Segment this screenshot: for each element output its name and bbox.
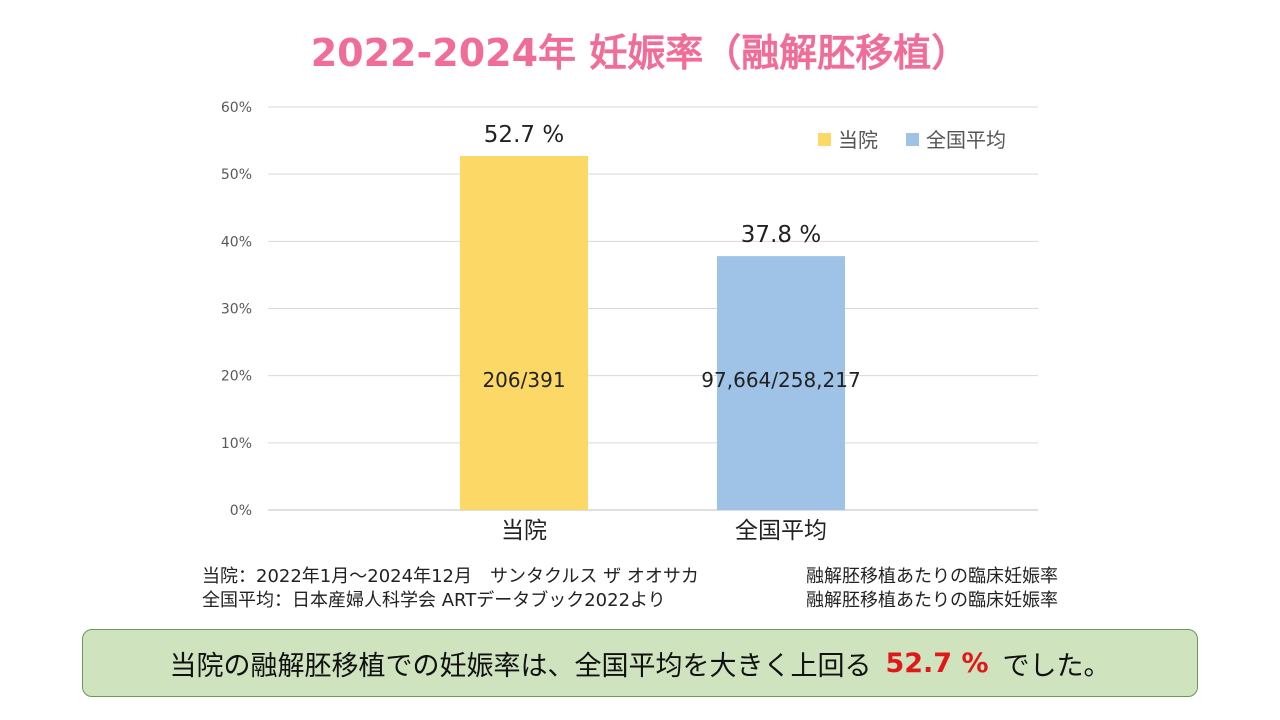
x-tick-label: 全国平均 [735, 518, 827, 544]
y-tick-label: 30% [221, 302, 252, 318]
summary-highlight-value: 52.7 % [885, 647, 989, 679]
summary-text-end: でした。 [1002, 650, 1111, 682]
data-label: 52.7 % [484, 122, 564, 148]
y-tick-label: 20% [221, 369, 252, 385]
summary-box: 当院の融解胚移植での妊娠率は、全国平均を大きく上回る 52.7 % でした。 [82, 629, 1198, 697]
footnote-hospital-metric: 融解胚移植あたりの臨床妊娠率 [806, 566, 1058, 587]
bar-hospital [460, 156, 588, 510]
y-tick-label: 60% [221, 100, 252, 116]
chart-title: 2022-2024年 妊娠率（融解胚移植） [310, 31, 970, 75]
x-tick-label: 当院 [501, 518, 547, 544]
bar-inner-label: 206/391 [482, 368, 565, 392]
legend-swatch [818, 133, 831, 146]
data-label: 37.8 % [741, 222, 821, 248]
y-tick-label: 10% [221, 436, 252, 452]
footnote-national-metric: 融解胚移植あたりの臨床妊娠率 [806, 590, 1058, 611]
y-tick-label: 0% [230, 503, 252, 519]
footnote-hospital: 当院：2022年1月～2024年12月 サンタクルス ザ オオサカ [202, 566, 699, 587]
y-tick-label: 50% [221, 167, 252, 183]
bar-inner-label: 97,664/258,217 [701, 368, 860, 392]
bar-chart: 0% 10% 20% 30% 40% 50% 60% 52.7 % 206/391 当院 37.8 … [221, 100, 1038, 544]
bar-national [717, 256, 845, 510]
summary-text: 当院の融解胚移植での妊娠率は、全国平均を大きく上回る [169, 650, 872, 682]
legend-swatch [906, 133, 919, 146]
footnote-national: 全国平均：日本産婦人科学会 ARTデータブック2022より [202, 590, 666, 611]
legend-label: 当院 [838, 128, 878, 152]
legend-label: 全国平均 [926, 128, 1006, 152]
y-tick-label: 40% [221, 234, 252, 250]
